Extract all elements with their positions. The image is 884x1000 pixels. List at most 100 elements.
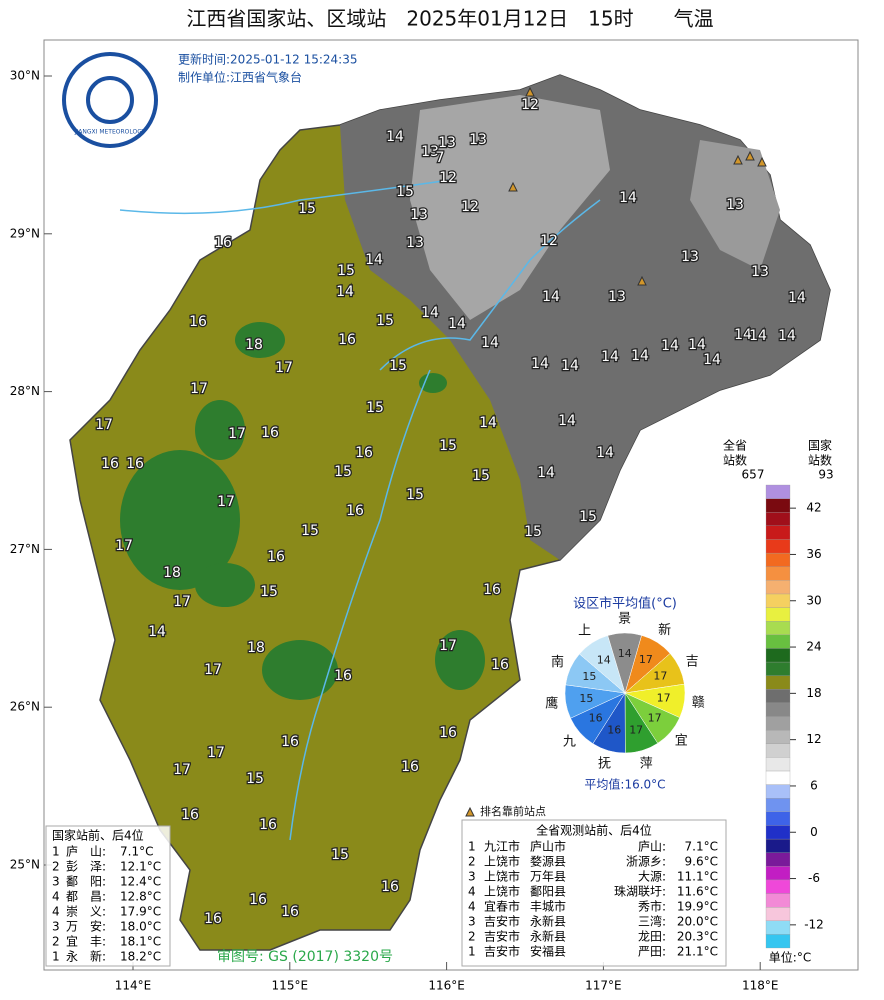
- table-cell: 2: [52, 935, 60, 949]
- river: [119, 179, 451, 215]
- station-value: 17: [207, 745, 225, 761]
- colorbar-cell: [765, 757, 791, 772]
- lat-label: 26°N: [10, 700, 40, 714]
- station-value: 15: [579, 509, 597, 525]
- table-cell: 宜春市: [484, 899, 520, 914]
- table-cell: 20.3°C: [677, 930, 718, 944]
- table-cell: 崇 义:: [66, 905, 106, 919]
- colorbar-cell: [765, 607, 791, 622]
- station-value: 13: [608, 289, 626, 305]
- station-value: 14: [542, 289, 560, 305]
- table-cell: 浙源乡:: [626, 855, 666, 869]
- pie-value: 17: [657, 691, 671, 704]
- marker: [733, 154, 743, 165]
- station-value: 12: [461, 199, 479, 215]
- cool-area: [410, 95, 610, 320]
- colorbar-cell: [765, 593, 791, 608]
- pie-category: 景: [618, 612, 631, 627]
- station-value: 18: [247, 640, 265, 656]
- station-value: 14: [561, 358, 579, 374]
- station-value: 15: [406, 487, 424, 503]
- marker: [508, 181, 518, 192]
- colorbar-cell: [765, 539, 791, 554]
- total-label: 站数: [723, 453, 747, 468]
- colorbar-cell: [765, 716, 791, 731]
- pie-slice: [607, 632, 642, 694]
- table-box: [45, 825, 171, 967]
- table-cell: 17.9°C: [120, 905, 161, 919]
- table-cell: 9.6°C: [685, 855, 718, 869]
- table-cell: 鄱阳县: [530, 885, 566, 899]
- lon-label: 117°E: [585, 979, 622, 993]
- station-value: 14: [788, 290, 806, 306]
- station-value: 15: [337, 263, 355, 279]
- river: [289, 369, 431, 841]
- station-value: 14: [481, 335, 499, 351]
- table-cell: 3: [52, 920, 60, 934]
- table-cell: 3: [468, 915, 476, 929]
- colorbar-cell: [765, 852, 791, 867]
- station-value: 18: [245, 337, 263, 353]
- logo-inner: [86, 76, 134, 124]
- station-value: 14: [386, 129, 404, 145]
- station-value: 14: [448, 316, 466, 332]
- station-value: 14: [734, 327, 752, 343]
- table-cell: 龙田:: [638, 930, 666, 944]
- national-label: 国家: [808, 438, 832, 453]
- station-value: 16: [355, 445, 373, 461]
- table-cell: 3: [52, 875, 60, 889]
- station-value: 16: [483, 582, 501, 598]
- station-value: 15: [472, 468, 490, 484]
- colorbar-label: -6: [808, 871, 820, 885]
- colorbar-cell: [765, 825, 791, 840]
- station-value: 17: [190, 381, 208, 397]
- station-value: 15: [366, 400, 384, 416]
- marker: [757, 156, 767, 167]
- table-cell: 3: [468, 870, 476, 884]
- station-value: 16: [334, 668, 352, 684]
- table-cell: 4: [52, 890, 60, 904]
- pie-category: 新: [658, 622, 671, 638]
- table-title: 国家站前、后4位: [52, 828, 144, 843]
- station-value: 13: [751, 264, 769, 280]
- warm-patches: [120, 322, 485, 700]
- approval-number: 审图号: GS (2017) 3320号: [217, 949, 393, 965]
- station-value: 16: [189, 314, 207, 330]
- table-cell: 1: [52, 845, 60, 859]
- colorbar-cell: [765, 906, 791, 921]
- colorbar-label: 42: [806, 501, 821, 515]
- unit: 单位:°C: [769, 950, 811, 965]
- table-cell: 11.6°C: [677, 885, 718, 899]
- colorbar-cell: [765, 525, 791, 540]
- pie-value: 15: [582, 670, 596, 683]
- logo: [62, 52, 158, 148]
- station-value: 13: [421, 144, 439, 160]
- station-value: 16: [204, 911, 222, 927]
- lat-label: 28°N: [10, 384, 40, 398]
- station-value: 13: [726, 197, 744, 213]
- colorbar-cell: [765, 920, 791, 935]
- table-cell: 庐山市: [530, 839, 566, 854]
- station-value: 14: [148, 624, 166, 640]
- pie-category: 赣: [692, 696, 705, 711]
- colorbar-cell: [765, 566, 791, 581]
- table-cell: 珠湖联圩:: [614, 884, 666, 899]
- warm-patch: [419, 373, 447, 393]
- warm-patch: [120, 450, 240, 590]
- lat-label: 30°N: [10, 69, 40, 83]
- pie-category: 萍: [640, 756, 653, 771]
- station-value: 14: [619, 190, 637, 206]
- station-value: 15: [246, 771, 264, 787]
- station-value: 14: [601, 349, 619, 365]
- station-value: 15: [334, 464, 352, 480]
- station-value: 13: [406, 235, 424, 251]
- pie-value: 14: [597, 653, 611, 666]
- pie-value: 17: [639, 653, 653, 666]
- total-count: 657: [742, 468, 765, 482]
- pie-value: 17: [648, 711, 662, 724]
- station-value: 17: [439, 638, 457, 654]
- colorbar-cell: [765, 811, 791, 826]
- colorbar-cell: [765, 689, 791, 704]
- station-value: 15: [301, 523, 319, 539]
